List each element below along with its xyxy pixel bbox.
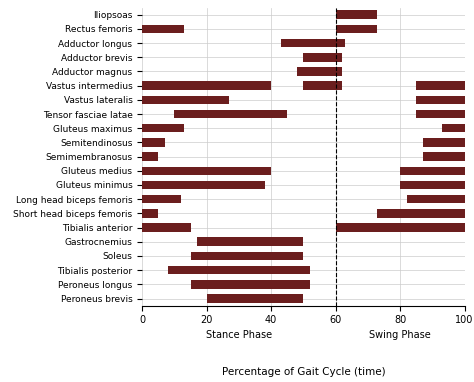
Bar <box>142 124 184 133</box>
Bar <box>174 110 287 118</box>
Bar <box>423 152 465 161</box>
Text: Stance Phase: Stance Phase <box>206 330 272 340</box>
X-axis label: Percentage of Gait Cycle (time): Percentage of Gait Cycle (time) <box>221 367 385 377</box>
Bar <box>336 25 377 33</box>
Bar <box>142 25 184 33</box>
Bar <box>377 209 465 218</box>
Bar <box>207 294 303 303</box>
Bar <box>191 252 303 260</box>
Bar <box>400 167 465 175</box>
Bar <box>281 39 345 47</box>
Bar <box>336 223 465 232</box>
Bar <box>168 266 310 274</box>
Bar <box>336 10 377 19</box>
Bar <box>197 238 303 246</box>
Bar <box>416 81 465 90</box>
Bar <box>142 195 181 204</box>
Bar <box>400 181 465 189</box>
Bar <box>191 280 310 288</box>
Bar <box>142 209 158 218</box>
Bar <box>423 138 465 147</box>
Bar <box>297 67 342 76</box>
Bar <box>142 167 271 175</box>
Bar <box>416 96 465 104</box>
Bar <box>142 181 264 189</box>
Bar <box>442 124 465 133</box>
Bar <box>142 81 271 90</box>
Bar <box>407 195 465 204</box>
Bar <box>142 223 191 232</box>
Bar <box>142 138 165 147</box>
Text: Swing Phase: Swing Phase <box>369 330 431 340</box>
Bar <box>416 110 465 118</box>
Bar <box>142 152 158 161</box>
Bar <box>303 81 342 90</box>
Bar <box>142 96 229 104</box>
Bar <box>303 53 342 62</box>
